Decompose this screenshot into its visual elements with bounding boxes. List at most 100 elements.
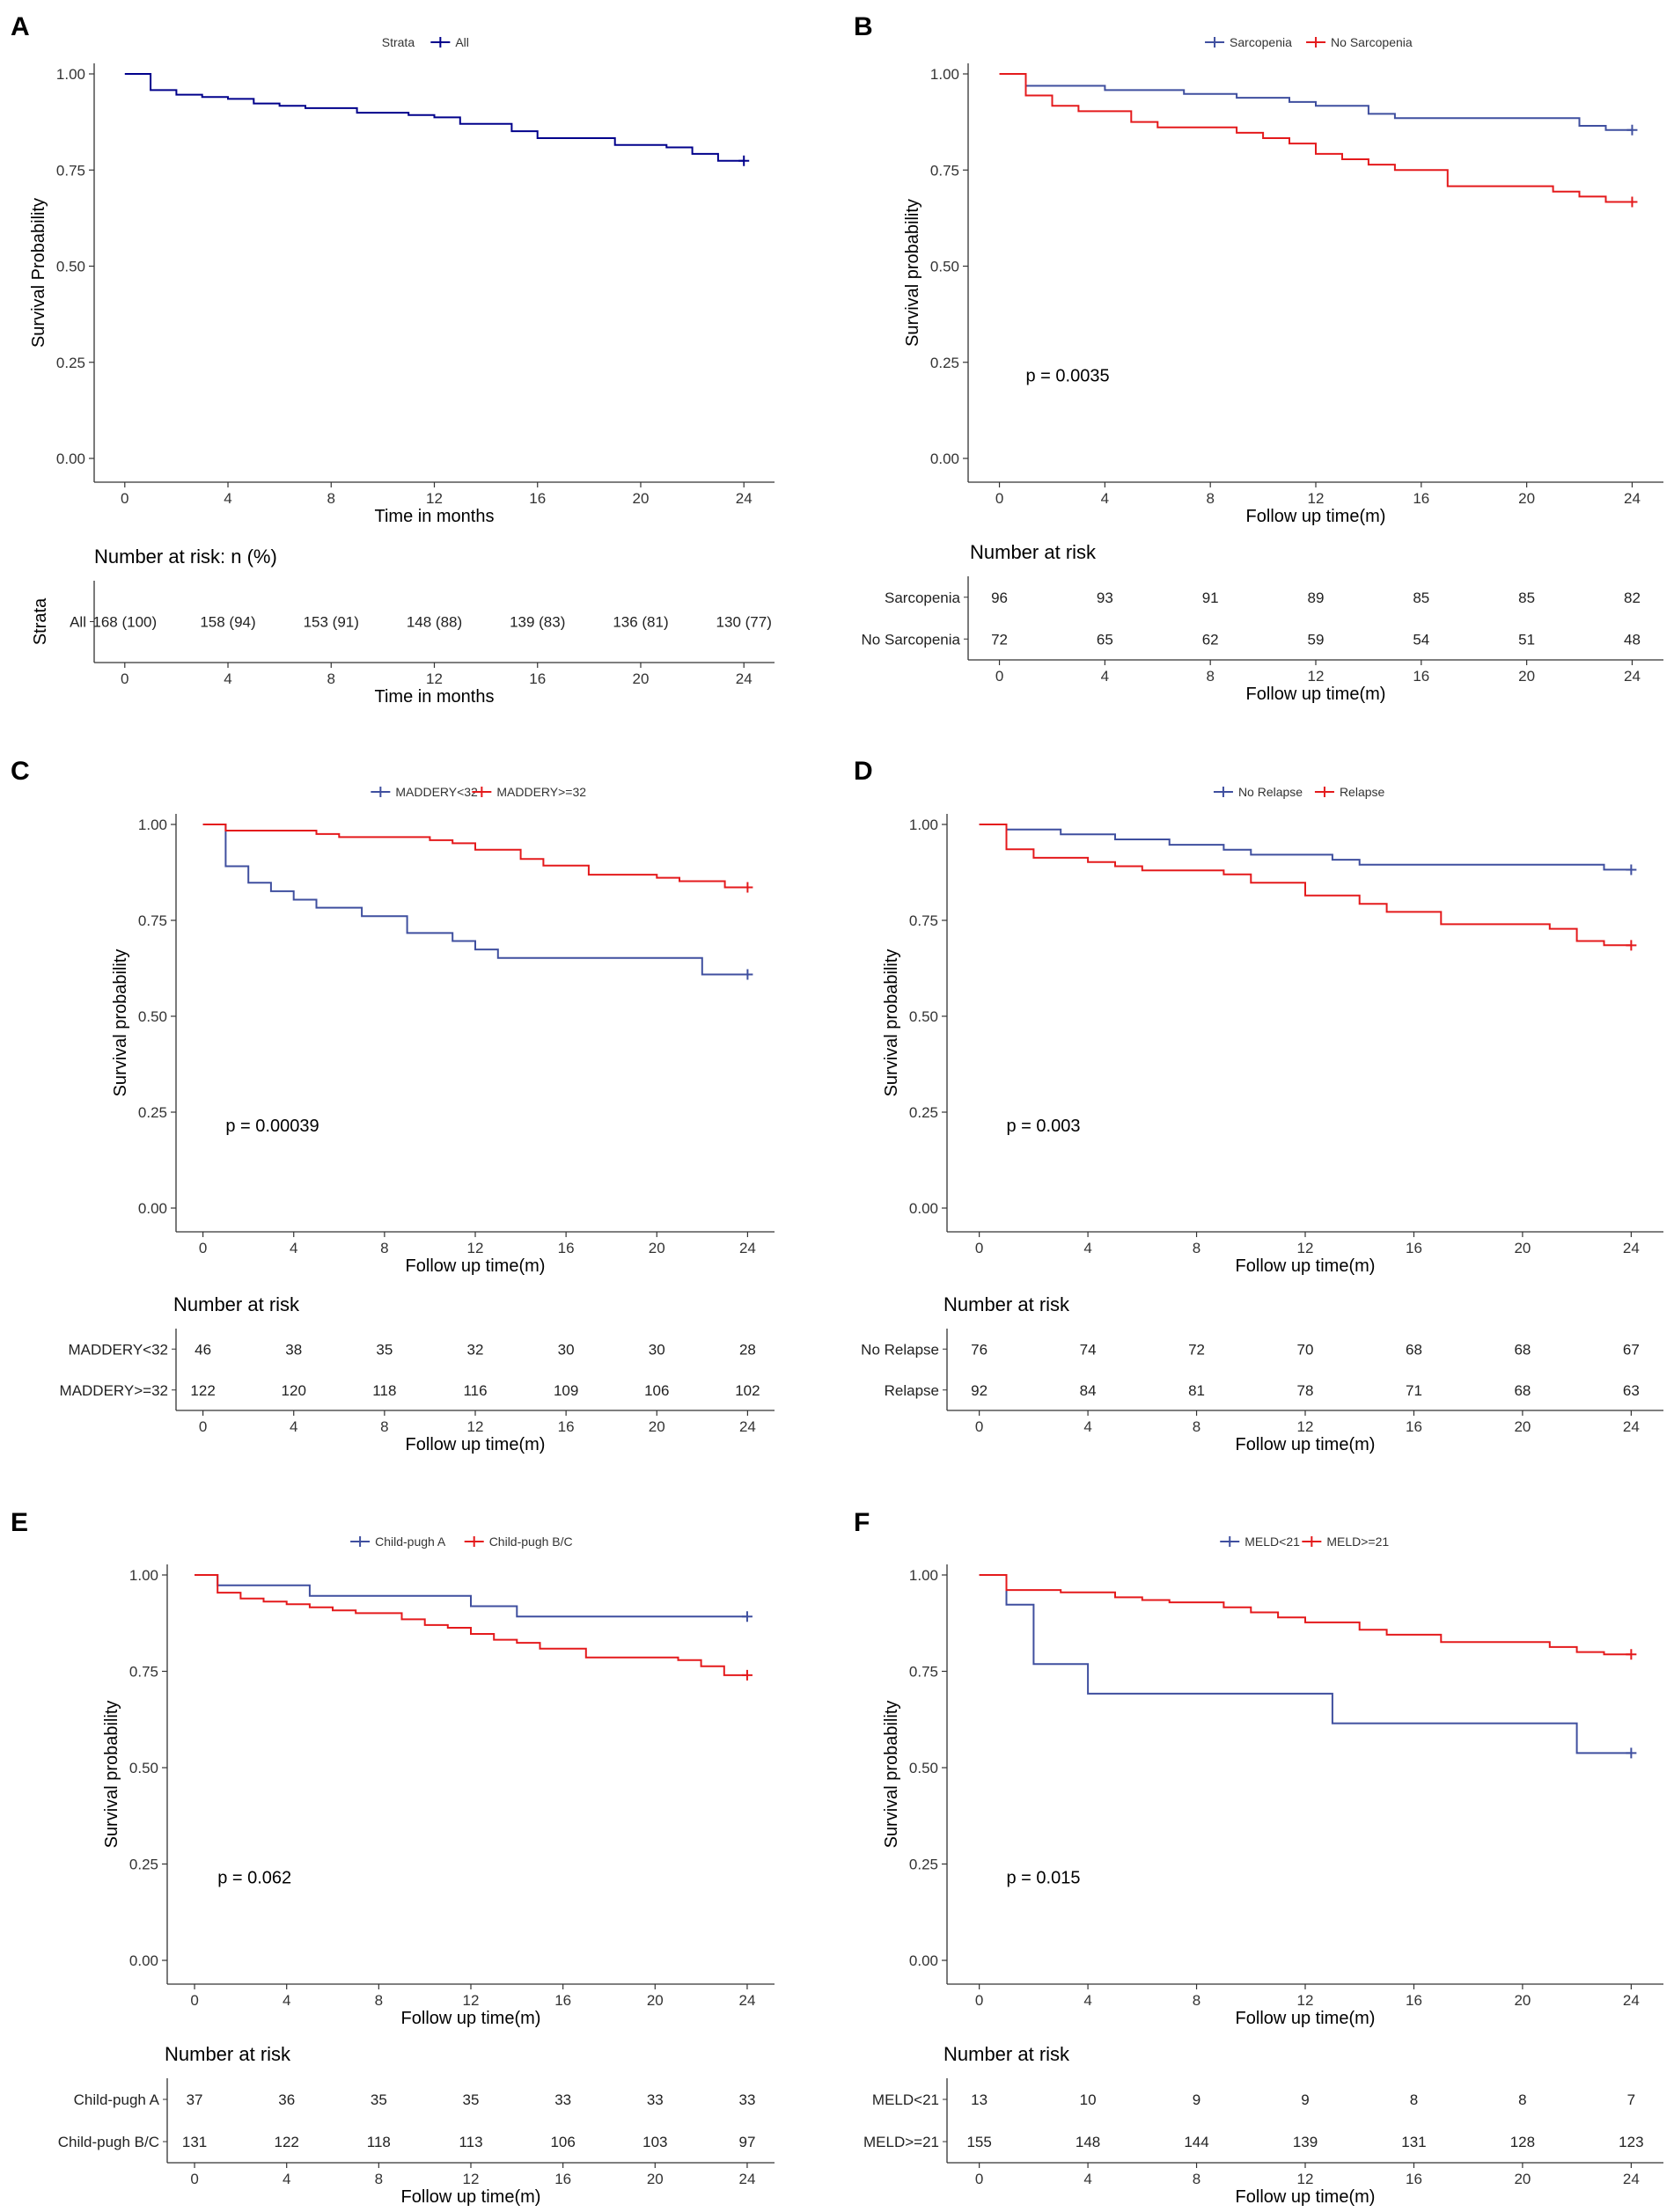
y-axis-title: Survival probability bbox=[882, 949, 901, 1097]
risk-value: 33 bbox=[647, 2091, 664, 2108]
risk-table-title: Number at risk bbox=[943, 2043, 1070, 2065]
risk-value: 76 bbox=[971, 1341, 988, 1358]
y-tick-label: 0.50 bbox=[129, 1760, 158, 1776]
x-tick-label: 24 bbox=[1623, 1992, 1640, 2009]
x-tick-label: 20 bbox=[633, 490, 650, 507]
risk-x-tick-label: 4 bbox=[1083, 1418, 1091, 1435]
risk-x-tick-label: 4 bbox=[283, 2171, 290, 2187]
legend-label: Child-pugh A bbox=[375, 1534, 446, 1549]
x-tick-label: 12 bbox=[1308, 490, 1325, 507]
y-tick-label: 0.00 bbox=[56, 450, 85, 467]
x-tick-label: 4 bbox=[1083, 1992, 1091, 2009]
risk-value: 131 bbox=[182, 2134, 207, 2150]
risk-x-title: Follow up time(m) bbox=[406, 1435, 546, 1454]
x-tick-label: 24 bbox=[736, 490, 753, 507]
risk-x-tick-label: 0 bbox=[121, 670, 128, 687]
risk-table-title: Number at risk bbox=[943, 1293, 1070, 1315]
risk-x-tick-label: 4 bbox=[224, 670, 231, 687]
risk-x-tick-label: 24 bbox=[736, 670, 753, 687]
risk-table: Number at risk Sarcopenia 96 93 91 89 85 85 82 No… bbox=[862, 541, 1663, 704]
y-tick-label: 1.00 bbox=[909, 817, 938, 833]
p-value: p = 0.003 bbox=[1006, 1117, 1080, 1136]
risk-value: 30 bbox=[649, 1341, 665, 1358]
censor-mark bbox=[1626, 1747, 1637, 1759]
risk-value: 113 bbox=[459, 2134, 482, 2150]
risk-value: 96 bbox=[991, 590, 1008, 606]
x-tick-label: 24 bbox=[739, 1240, 756, 1256]
x-tick-label: 20 bbox=[1514, 1240, 1531, 1256]
p-value: p = 0.062 bbox=[217, 1868, 291, 1887]
risk-value: 68 bbox=[1514, 1382, 1531, 1399]
risk-x-tick-label: 20 bbox=[633, 670, 650, 687]
x-tick-label: 8 bbox=[1206, 490, 1214, 507]
risk-x-tick-label: 16 bbox=[1406, 2171, 1422, 2187]
series-line-1 bbox=[979, 824, 1632, 871]
p-value: p = 0.015 bbox=[1006, 1868, 1080, 1887]
x-tick-label: 12 bbox=[1297, 1240, 1314, 1256]
risk-value: 9 bbox=[1301, 2091, 1309, 2108]
y-tick-label: 0.50 bbox=[138, 1008, 167, 1025]
risk-value: 68 bbox=[1514, 1341, 1531, 1358]
risk-x-title: Follow up time(m) bbox=[1246, 685, 1386, 704]
risk-x-tick-label: 12 bbox=[1297, 1418, 1314, 1435]
series-line-2 bbox=[979, 824, 1632, 947]
censor-mark bbox=[1626, 940, 1637, 951]
risk-value: 46 bbox=[195, 1341, 211, 1358]
y-tick-label: 1.00 bbox=[930, 66, 959, 83]
risk-table: Number at risk Child-pugh A 37 36 35 35 33 33 33… bbox=[58, 2043, 775, 2207]
x-axis-title: Follow up time(m) bbox=[406, 1256, 546, 1276]
risk-value: 122 bbox=[275, 2134, 299, 2150]
x-tick-label: 24 bbox=[1623, 1240, 1640, 1256]
y-tick-label: 0.25 bbox=[56, 355, 85, 371]
x-tick-label: 20 bbox=[649, 1240, 665, 1256]
risk-table: Number at risk No Relapse 76 74 72 70 68 68 67 Re… bbox=[861, 1293, 1663, 1454]
panel-label: F bbox=[854, 1508, 870, 1537]
risk-row-label: MELD>=21 bbox=[863, 2134, 939, 2150]
x-tick-label: 16 bbox=[554, 1992, 571, 2009]
legend-label: MADDERY<32 bbox=[395, 785, 478, 799]
x-tick-label: 12 bbox=[463, 1992, 480, 2009]
risk-value: 28 bbox=[739, 1341, 756, 1358]
y-tick-label: 0.00 bbox=[138, 1200, 167, 1217]
y-tick-label: 0.50 bbox=[56, 259, 85, 275]
risk-x-tick-label: 0 bbox=[995, 668, 1003, 685]
series-line-2 bbox=[979, 1574, 1632, 1656]
risk-value: 38 bbox=[285, 1341, 302, 1358]
legend-label: No Sarcopenia bbox=[1331, 35, 1413, 49]
risk-value: 97 bbox=[738, 2134, 755, 2150]
legend-label: All bbox=[455, 35, 469, 49]
censor-mark bbox=[1626, 1649, 1637, 1660]
risk-x-tick-label: 8 bbox=[1193, 1418, 1200, 1435]
y-tick-label: 1.00 bbox=[129, 1567, 158, 1584]
y-axis-title: Survival probability bbox=[102, 1701, 121, 1849]
risk-x-tick-label: 4 bbox=[290, 1418, 297, 1435]
x-tick-label: 8 bbox=[1193, 1240, 1200, 1256]
risk-value: 106 bbox=[550, 2134, 575, 2150]
legend: MELD<21 MELD>=21 bbox=[1220, 1534, 1389, 1549]
y-tick-label: 1.00 bbox=[56, 66, 85, 83]
y-tick-label: 0.25 bbox=[138, 1104, 167, 1121]
censor-mark bbox=[742, 969, 753, 980]
panel-label: D bbox=[854, 757, 873, 786]
y-tick-label: 1.00 bbox=[138, 817, 167, 833]
x-tick-label: 16 bbox=[1413, 490, 1429, 507]
risk-value: 148 bbox=[1076, 2134, 1100, 2150]
risk-x-tick-label: 12 bbox=[1308, 668, 1325, 685]
censor-mark bbox=[1626, 196, 1638, 208]
x-axis-title: Follow up time(m) bbox=[1246, 507, 1386, 526]
panel-e: E 0.00 0.25 0.50 0.75 1.00 0 4 8 12 16 20 24 Follow u… bbox=[11, 1508, 775, 2207]
risk-x-tick-label: 24 bbox=[738, 2171, 755, 2187]
legend: Sarcopenia No Sarcopenia bbox=[1205, 35, 1413, 49]
risk-value: 89 bbox=[1308, 590, 1325, 606]
risk-value: 59 bbox=[1308, 631, 1325, 648]
risk-x-tick-label: 24 bbox=[739, 1418, 756, 1435]
legend-label: MADDERY>=32 bbox=[496, 785, 586, 799]
x-tick-label: 0 bbox=[975, 1992, 983, 2009]
censor-mark bbox=[742, 882, 753, 893]
risk-table-title: Number at risk bbox=[173, 1293, 300, 1315]
x-tick-label: 24 bbox=[1624, 490, 1641, 507]
risk-value: 10 bbox=[1080, 2091, 1097, 2108]
series-line-1 bbox=[979, 1574, 1632, 1754]
risk-value: 139 bbox=[1293, 2134, 1318, 2150]
